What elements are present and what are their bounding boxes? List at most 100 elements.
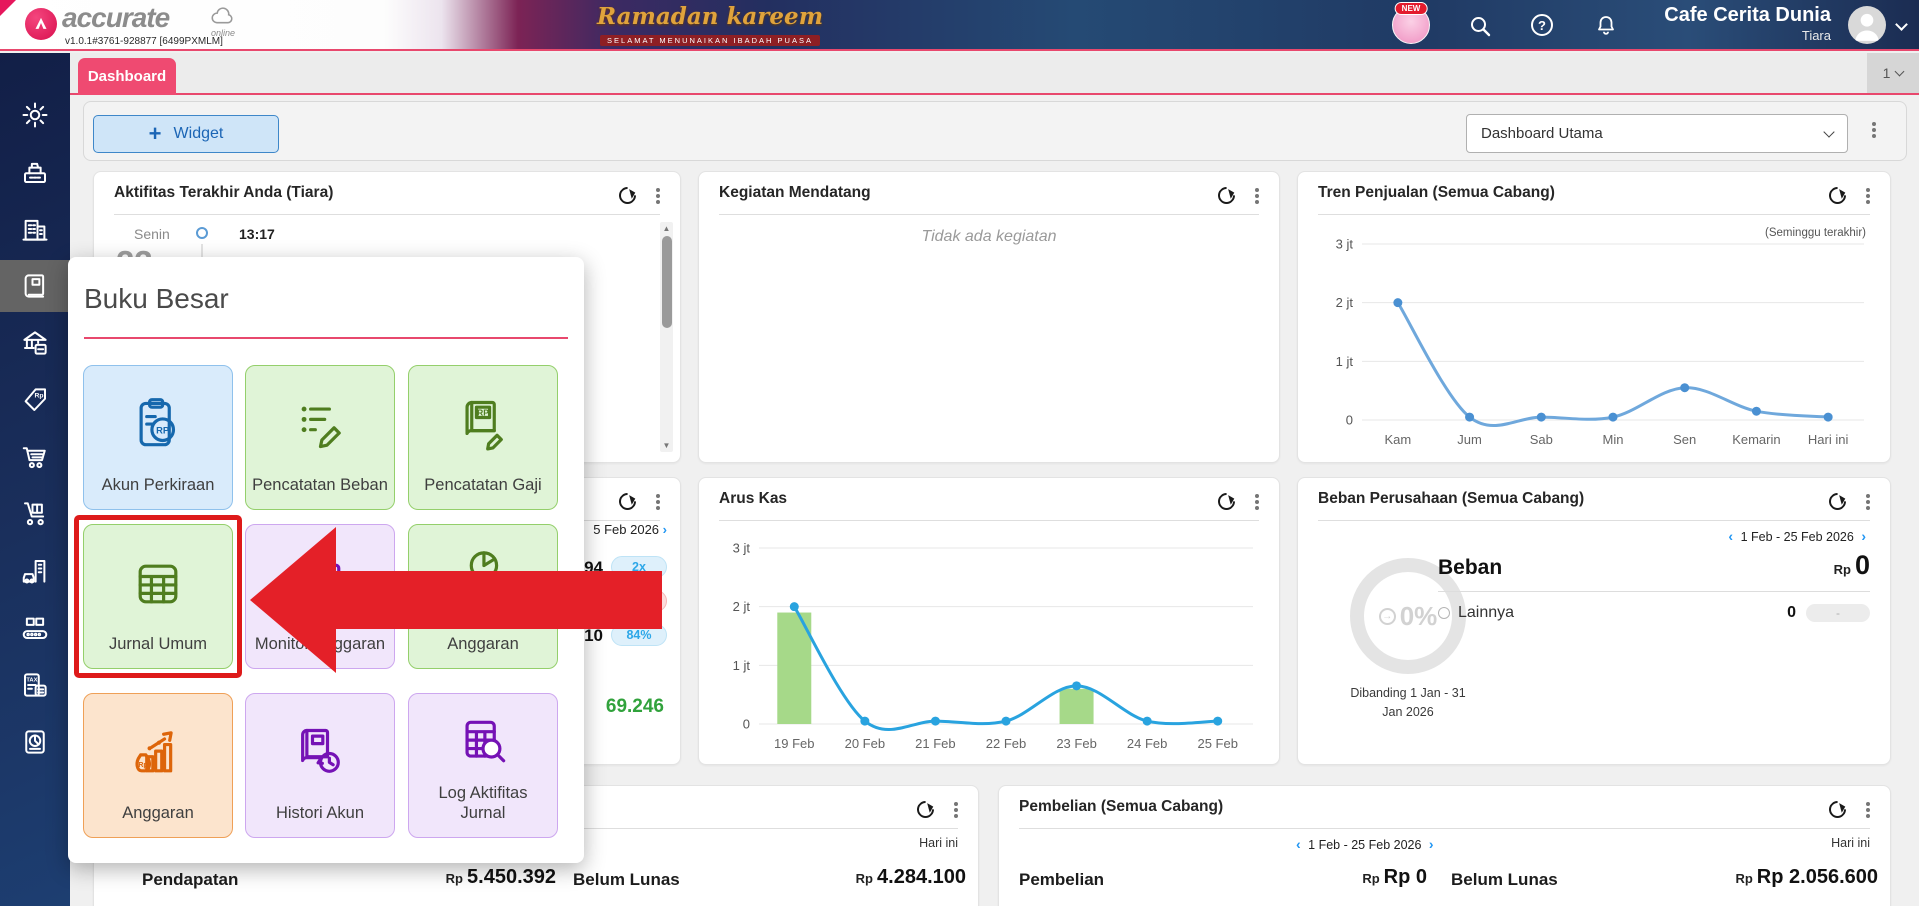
- sidebar-item-price-tag[interactable]: Rp: [0, 374, 70, 426]
- svg-text:2 jt: 2 jt: [1336, 295, 1354, 310]
- svg-text:Rp: Rp: [138, 762, 147, 769]
- refresh-icon[interactable]: [615, 183, 640, 208]
- sidebar-item-ledger-book[interactable]: [0, 260, 70, 312]
- add-widget-button[interactable]: + Widget: [93, 115, 279, 153]
- sidebar-item-tax[interactable]: TAX: [0, 659, 70, 711]
- kebab-menu-icon[interactable]: [656, 494, 660, 498]
- svg-text:2 jt: 2 jt: [733, 599, 751, 614]
- account-info[interactable]: Cafe Cerita Dunia Tiara: [1664, 4, 1831, 43]
- scroll-down-icon[interactable]: ▼: [662, 441, 671, 450]
- svg-text:1 jt: 1 jt: [1336, 354, 1354, 369]
- refresh-icon[interactable]: [1825, 183, 1850, 208]
- card-title: Pembelian (Semua Cabang): [1019, 798, 1224, 815]
- help-icon[interactable]: ?: [1531, 14, 1553, 36]
- sidebar-item-settings[interactable]: [0, 89, 70, 141]
- refresh-icon[interactable]: [913, 797, 938, 822]
- scrollbar[interactable]: ▲ ▼: [660, 222, 673, 452]
- table-search-icon: [453, 694, 513, 783]
- user-avatar[interactable]: [1848, 6, 1886, 44]
- clipboard-rp-icon: RP: [128, 366, 188, 475]
- chevron-right-icon[interactable]: ›: [1861, 528, 1866, 544]
- svg-text:3 jt: 3 jt: [1336, 237, 1354, 252]
- expense-summary: Beban Rp 0 Lainnya 0 -: [1438, 550, 1870, 622]
- app-header: accurate online v1.0.1#3761-928877 [6499…: [0, 0, 1919, 51]
- kebab-menu-icon[interactable]: [1255, 494, 1259, 498]
- search-icon[interactable]: [1468, 14, 1492, 38]
- company-icon: [22, 219, 48, 241]
- activity-time: 13:17: [239, 226, 275, 242]
- period-label: Hari ini: [919, 836, 958, 850]
- divider: [1318, 214, 1870, 215]
- tab-bar: Dashboard 1: [70, 53, 1919, 95]
- dashboard-select[interactable]: Dashboard Utama: [1466, 114, 1848, 153]
- svg-text:24 Feb: 24 Feb: [1127, 736, 1167, 751]
- tile-jurnal-umum[interactable]: Jurnal Umum: [83, 524, 233, 669]
- kebab-menu-icon[interactable]: [1866, 188, 1870, 192]
- accurate-logo-icon[interactable]: [25, 8, 57, 40]
- corner-decoration: [0, 0, 16, 16]
- tile-label: Transfer Anggaran: [447, 614, 519, 654]
- bar-growth-icon: Rp: [128, 694, 188, 803]
- tile-pencatatan-gaji[interactable]: RP Pencatatan Gaji: [408, 365, 558, 510]
- sidebar-item-purchase-delivery[interactable]: [0, 488, 70, 540]
- refresh-icon[interactable]: [1825, 797, 1850, 822]
- divider: [1019, 828, 1870, 829]
- book-rp-icon: RP: [453, 366, 513, 475]
- tile-transfer-anggaran[interactable]: Transfer Anggaran: [408, 524, 558, 669]
- toolbar-kebab-menu-icon[interactable]: [1872, 122, 1876, 126]
- svg-text:21 Feb: 21 Feb: [915, 736, 955, 751]
- refresh-icon[interactable]: [615, 489, 640, 514]
- sidebar-item-company[interactable]: [0, 203, 70, 255]
- compare-period-label: Dibanding 1 Jan - 31 Jan 2026: [1350, 686, 1466, 719]
- refresh-icon[interactable]: [1825, 489, 1850, 514]
- tile-label: Jurnal Umum: [108, 635, 208, 654]
- sidebar-item-asset[interactable]: [0, 545, 70, 597]
- tile-log-aktifitas-jurnal[interactable]: Log Aktifitas Jurnal: [408, 693, 558, 838]
- svg-text:19 Feb: 19 Feb: [774, 736, 814, 751]
- notification-bell-icon[interactable]: [1594, 14, 1618, 38]
- scrollbar-thumb[interactable]: [661, 236, 672, 328]
- svg-text:Jum: Jum: [1457, 432, 1482, 447]
- legend-label: Lainnya: [1458, 604, 1515, 621]
- sidebar-item-cash-register[interactable]: [0, 146, 70, 198]
- metric-value: Rp Rp 0: [1362, 866, 1427, 888]
- kebab-menu-icon[interactable]: [656, 188, 660, 192]
- change-badge: -: [1806, 604, 1870, 622]
- ramadan-banner: Ramadan kareem SELAMAT MENUNAIKAN IBADAH…: [596, 3, 824, 46]
- refresh-icon[interactable]: [1214, 489, 1239, 514]
- tile-anggaran[interactable]: Rp Anggaran: [83, 693, 233, 838]
- tile-pencatatan-beban[interactable]: Pencatatan Beban: [245, 365, 395, 510]
- chevron-left-icon[interactable]: ‹: [1728, 528, 1734, 544]
- metric-label: Pembelian: [1019, 870, 1105, 889]
- kebab-menu-icon[interactable]: [1255, 188, 1259, 192]
- tile-monitor-anggaran[interactable]: RP Monitor Anggaran: [245, 524, 395, 669]
- account-chevron-icon[interactable]: [1895, 18, 1908, 31]
- divider: [1318, 520, 1870, 521]
- kebab-menu-icon[interactable]: [1866, 802, 1870, 806]
- kebab-menu-icon[interactable]: [954, 802, 958, 806]
- sidebar-item-manufacture[interactable]: [0, 602, 70, 654]
- company-name: Cafe Cerita Dunia: [1664, 4, 1831, 26]
- tile-histori-akun[interactable]: Histori Akun: [245, 693, 395, 838]
- sidebar-item-sales-cart[interactable]: [0, 431, 70, 483]
- tab-dashboard[interactable]: Dashboard: [78, 58, 176, 95]
- chevron-right-icon[interactable]: ›: [1428, 836, 1434, 852]
- whats-new-avatar[interactable]: NEW: [1392, 2, 1430, 44]
- card-arus-kas: Arus Kas 3 jt 2 jt 1 jt 0 19 Feb 20 Feb 21 Feb…: [698, 477, 1280, 765]
- kebab-menu-icon[interactable]: [1866, 494, 1870, 498]
- refresh-icon[interactable]: [1214, 183, 1239, 208]
- total-amount: 69.246: [605, 696, 664, 717]
- tile-akun-perkiraan[interactable]: RP Akun Perkiraan: [83, 365, 233, 510]
- metric-label: Belum Lunas: [573, 870, 680, 889]
- chevron-right-icon[interactable]: ›: [662, 522, 667, 537]
- sales-trend-line-chart: 3 jt 2 jt 1 jt 0 Kam Jum Sab Min Sen Kemarin Hari …: [1336, 237, 1864, 447]
- svg-text:1 jt: 1 jt: [733, 658, 751, 673]
- scroll-up-icon[interactable]: ▲: [662, 224, 671, 233]
- date-nav[interactable]: 5 Feb 2026 ›: [593, 522, 667, 537]
- chevron-left-icon[interactable]: ‹: [1296, 836, 1301, 852]
- popup-divider: [84, 337, 568, 339]
- tab-counter[interactable]: 1: [1867, 53, 1919, 93]
- svg-text:Sab: Sab: [1530, 432, 1553, 447]
- sidebar-item-bank[interactable]: [0, 317, 70, 369]
- sidebar-item-report[interactable]: [0, 716, 70, 768]
